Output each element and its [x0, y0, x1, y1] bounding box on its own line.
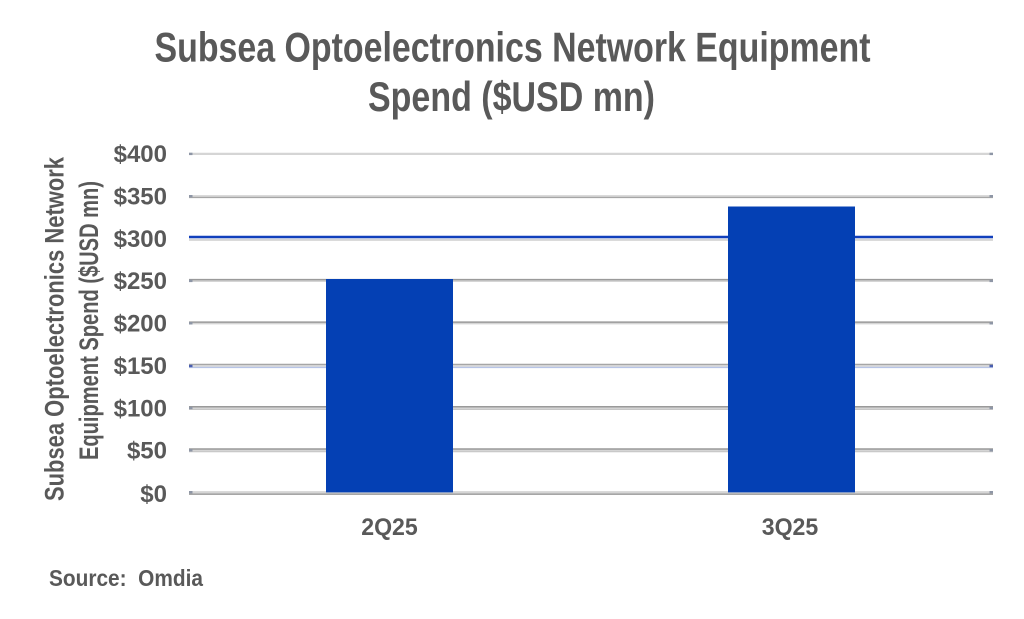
svg-text:$150: $150 — [114, 353, 167, 380]
svg-text:Subsea Optoelectronics Network: Subsea Optoelectronics Network — [39, 157, 69, 501]
svg-text:Equipment Spend ($USD mn): Equipment Spend ($USD mn) — [74, 181, 104, 460]
svg-text:$200: $200 — [114, 311, 167, 338]
svg-text:2Q25: 2Q25 — [361, 514, 418, 541]
svg-text:$100: $100 — [114, 395, 167, 422]
svg-text:Source: Omdia: Source: Omdia — [49, 565, 204, 591]
svg-text:$400: $400 — [114, 141, 167, 168]
svg-text:$350: $350 — [114, 184, 167, 211]
svg-text:Subsea Optoelectronics Network: Subsea Optoelectronics Network Equipment — [155, 24, 871, 71]
svg-text:$50: $50 — [127, 438, 167, 465]
svg-text:$300: $300 — [114, 226, 167, 253]
svg-text:$250: $250 — [114, 268, 167, 295]
svg-text:$0: $0 — [140, 481, 167, 508]
svg-text:Spend ($USD mn): Spend ($USD mn) — [368, 73, 655, 120]
svg-text:3Q25: 3Q25 — [762, 514, 819, 541]
